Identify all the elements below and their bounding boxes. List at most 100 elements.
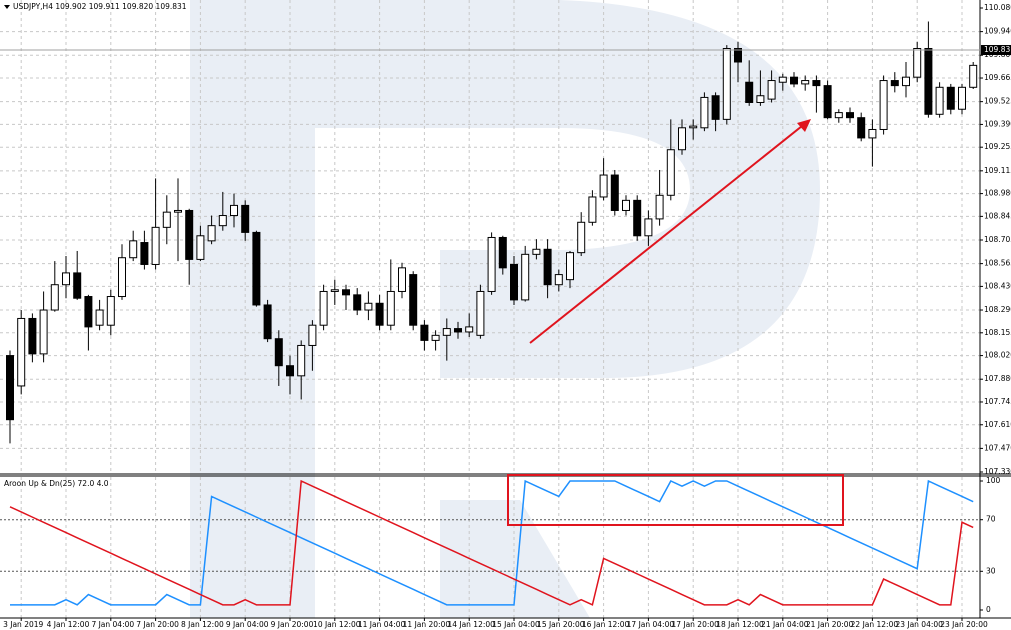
y-tick-label: 107.470 — [984, 443, 1011, 452]
candle-body — [946, 86, 955, 110]
y-tick-label: 109.940 — [984, 27, 1011, 36]
candle-body — [969, 64, 978, 88]
candle-body — [498, 236, 507, 269]
y-tick-label: 108.845 — [984, 211, 1011, 220]
candle-body — [364, 302, 373, 311]
candle-body — [521, 253, 530, 301]
candle-body — [207, 225, 216, 242]
candle-body — [745, 81, 754, 103]
x-tick-label: 23 Jan 04:00 — [895, 620, 943, 629]
y-tick-label: 108.980 — [984, 189, 1011, 198]
candle-body — [375, 302, 384, 326]
aroon-line — [9, 479, 974, 606]
candle-body — [353, 294, 362, 311]
candle-body — [666, 149, 675, 196]
x-tick-label: 9 Jan 04:00 — [226, 620, 269, 629]
symbol-marker — [4, 5, 10, 9]
y-tick-label: 70 — [986, 515, 996, 524]
candle-body — [218, 215, 227, 227]
x-tick-label: 14 Jan 12:00 — [447, 620, 495, 629]
y-tick-label: 109.665 — [984, 73, 1011, 82]
candle-body — [633, 199, 642, 237]
candle-body — [532, 248, 541, 255]
watermark-leg — [440, 500, 590, 618]
candle-body — [700, 96, 709, 129]
x-tick-label: 23 Jan 20:00 — [940, 620, 988, 629]
candle-body — [610, 174, 619, 211]
candle-body — [857, 117, 866, 139]
x-tick-label: 22 Jan 12:00 — [851, 620, 899, 629]
y-tick-label: 107.880 — [984, 374, 1011, 383]
candle-body — [790, 76, 798, 85]
candle-body — [801, 80, 810, 85]
trend-arrow — [529, 125, 803, 344]
x-tick-label: 7 Jan 20:00 — [136, 620, 179, 629]
candle-body — [812, 80, 821, 87]
trend-arrow-head — [797, 119, 811, 132]
y-tick-label: 109.390 — [984, 119, 1011, 128]
x-tick-label: 21 Jan 04:00 — [761, 620, 809, 629]
y-tick-label: 108.430 — [984, 281, 1011, 290]
candle-body — [722, 47, 731, 120]
candle-body — [958, 86, 966, 110]
candle-body — [151, 226, 160, 265]
aroon-line — [10, 479, 974, 606]
candle-body — [890, 80, 899, 87]
candle-body — [263, 304, 272, 340]
candle-body — [420, 324, 429, 341]
candle-body — [879, 80, 888, 130]
y-tick-label: 108.020 — [984, 351, 1011, 360]
candle-body — [185, 209, 194, 260]
candle-body — [252, 231, 261, 306]
candle-body — [342, 289, 350, 296]
candle-body — [767, 80, 776, 100]
candle-body — [678, 127, 686, 151]
watermark-bowl — [315, 0, 820, 378]
x-tick-label: 10 Jan 12:00 — [313, 620, 361, 629]
y-tick-label: 30 — [986, 566, 996, 575]
candle-body — [431, 334, 440, 341]
x-tick-label: 16 Jan 12:00 — [582, 620, 630, 629]
watermark — [190, 0, 820, 618]
current-price-box — [981, 45, 1011, 56]
candle-body — [834, 112, 843, 119]
candle-body — [386, 290, 395, 326]
indicator-title: Aroon Up & Dn(25) 72.0 4.0 — [4, 479, 109, 488]
candle-body — [778, 76, 787, 83]
candle-body — [510, 263, 518, 301]
candle-body — [599, 174, 608, 198]
candle-body — [84, 296, 93, 328]
candle-body — [162, 211, 171, 228]
candle-body — [297, 344, 306, 377]
candle-body — [689, 125, 698, 129]
candle-body — [174, 209, 182, 213]
current-price-label: 109.831 — [984, 45, 1011, 54]
highlight-box — [507, 474, 844, 526]
candle-body — [902, 76, 910, 87]
candle-body — [6, 355, 14, 421]
candle-body — [398, 267, 406, 292]
x-tick-label: 15 Jan 20:00 — [537, 620, 585, 629]
y-tick-label: 110.080 — [984, 3, 1011, 12]
candle-body — [644, 218, 653, 237]
candle-body — [129, 240, 138, 259]
candle-body — [17, 317, 26, 387]
y-tick-label: 107.610 — [984, 420, 1011, 429]
candle-body — [230, 204, 238, 217]
candle-body — [286, 365, 294, 377]
candle-body — [846, 112, 854, 119]
candle-body — [913, 47, 922, 78]
x-tick-label: 8 Jan 12:00 — [181, 620, 224, 629]
y-tick-label: 107.330 — [984, 467, 1011, 476]
candle-body — [655, 194, 664, 220]
candle-body — [409, 274, 418, 326]
candle-body — [308, 324, 317, 346]
y-tick-label: 0 — [986, 605, 991, 614]
y-tick-label: 108.155 — [984, 328, 1011, 337]
y-tick-label: 100 — [986, 476, 1001, 485]
x-tick-label: 4 Jan 12:00 — [47, 620, 90, 629]
y-tick-label: 109.525 — [984, 97, 1011, 106]
x-tick-label: 3 Jan 2019 — [3, 620, 43, 629]
candle-body — [140, 242, 149, 265]
